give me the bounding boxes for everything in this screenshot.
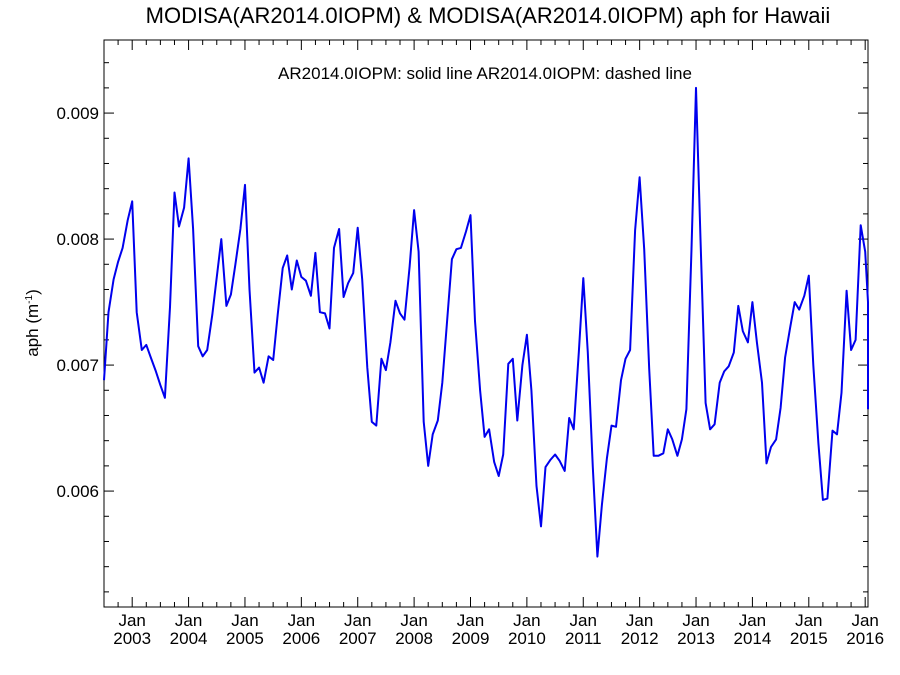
y-tick-label: 0.008 (56, 230, 99, 249)
x-tick-label: Jan (344, 611, 371, 630)
x-tick-label: Jan (513, 611, 540, 630)
x-tick-year: 2005 (226, 629, 264, 648)
x-tick-year: 2011 (565, 629, 602, 648)
y-axis-label-close: ) (23, 289, 42, 295)
x-tick-year: 2012 (621, 629, 659, 648)
x-tick-label: Jan (795, 611, 822, 630)
x-tick-year: 2010 (508, 629, 546, 648)
x-tick-year: 2004 (170, 629, 208, 648)
x-tick-label: Jan (851, 611, 878, 630)
series-line-solid (103, 86, 869, 558)
x-tick-year: 2008 (395, 629, 433, 648)
x-tick-label: Jan (175, 611, 202, 630)
x-tick-label: Jan (288, 611, 315, 630)
x-tick-year: 2003 (113, 629, 151, 648)
y-tick-label: 0.006 (56, 482, 99, 501)
y-axis-label: aph (m-1) (23, 289, 42, 357)
x-tick-label: Jan (739, 611, 766, 630)
x-tick-label: Jan (570, 611, 597, 630)
y-axis-label-sup: -1 (24, 294, 35, 303)
chart-subtitle: AR2014.0IOPM: solid line AR2014.0IOPM: d… (278, 64, 692, 83)
plot-frame (103, 39, 869, 608)
x-tick-label: Jan (118, 611, 145, 630)
x-tick-label: Jan (682, 611, 709, 630)
x-axis: Jan2003Jan2004Jan2005Jan2006Jan2007Jan20… (103, 40, 884, 648)
x-tick-year: 2014 (733, 629, 771, 648)
series-layer (103, 86, 869, 558)
y-tick-label: 0.007 (56, 356, 99, 375)
x-tick-year: 2006 (282, 629, 320, 648)
x-tick-year: 2013 (677, 629, 715, 648)
x-tick-label: Jan (457, 611, 484, 630)
y-tick-label: 0.009 (56, 104, 99, 123)
x-tick-label: Jan (626, 611, 653, 630)
x-tick-label: Jan (400, 611, 427, 630)
x-tick-year: 2016 (846, 629, 884, 648)
x-tick-year: 2009 (452, 629, 490, 648)
y-axis-label-main: aph (m (23, 304, 42, 357)
x-tick-year: 2015 (790, 629, 828, 648)
x-tick-label: Jan (231, 611, 258, 630)
y-axis: 0.006 0.007 0.008 0.009 (56, 62, 868, 593)
chart-title: MODISA(AR2014.0IOPM) & MODISA(AR2014.0IO… (146, 3, 831, 28)
x-tick-year: 2007 (339, 629, 377, 648)
